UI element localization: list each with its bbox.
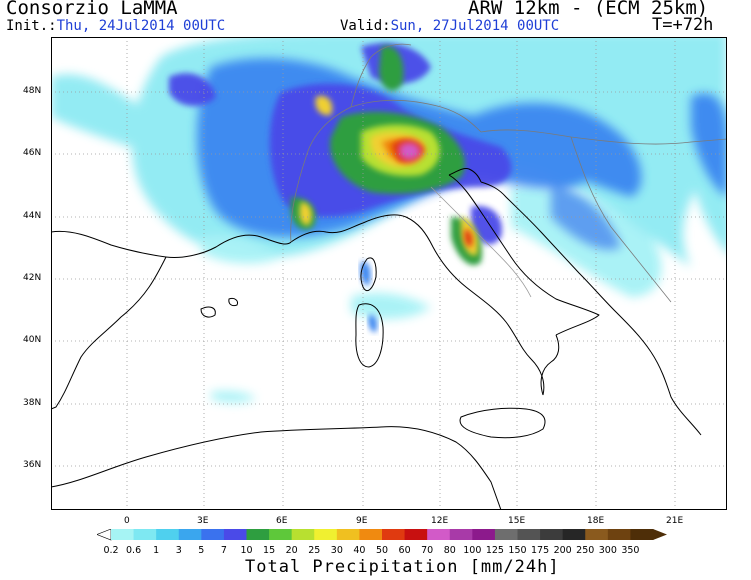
- init-value: Thu, 24Jul2014 00UTC: [56, 18, 226, 34]
- lon-label-12e: 12E: [431, 516, 449, 526]
- lon-label-15e: 15E: [508, 516, 526, 526]
- lat-label-38n: 38N: [23, 398, 42, 408]
- colorbar-level-label: 1: [153, 545, 159, 556]
- colorbar-level-label: 125: [486, 545, 504, 556]
- lat-lon-grid: [51, 37, 727, 510]
- colorbar-level-label: 80: [444, 545, 456, 556]
- colorbar-swatch: [201, 529, 225, 540]
- colorbar-level-label: 3: [176, 545, 182, 556]
- init-prefix: Init.:: [6, 18, 57, 34]
- colorbar-swatch: [585, 529, 609, 540]
- model-title: ARW 12km - (ECM 25km): [468, 0, 709, 19]
- colorbar-swatch: [562, 529, 586, 540]
- colorbar-level-label: 15: [263, 545, 275, 556]
- lat-label-42n: 42N: [23, 273, 42, 283]
- lat-label-44n: 44N: [23, 211, 42, 221]
- colorbar-swatch: [269, 529, 293, 540]
- colorbar-level-label: 175: [531, 545, 549, 556]
- lat-label-48n: 48N: [23, 86, 42, 96]
- colorbar-level-label: 25: [308, 545, 320, 556]
- colorbar-level-label: 20: [286, 545, 298, 556]
- colorbar-level-label: 150: [508, 545, 526, 556]
- colorbar-max-arrow: [653, 529, 667, 540]
- colorbar-title: Total Precipitation [mm/24h]: [245, 557, 560, 577]
- colorbar-swatch: [291, 529, 315, 540]
- colorbar-level-label: 40: [353, 545, 365, 556]
- colorbar-swatch: [517, 529, 541, 540]
- colorbar-swatch: [178, 529, 202, 540]
- colorbar-swatch: [404, 529, 428, 540]
- init-time: Init.:Thu, 24Jul2014 00UTC: [6, 18, 225, 34]
- colorbar-swatch: [494, 529, 518, 540]
- colorbar-swatch: [111, 529, 135, 540]
- colorbar-swatch: [630, 529, 654, 540]
- lon-label-0: 0: [124, 516, 130, 526]
- lon-label-18e: 18E: [587, 516, 605, 526]
- colorbar-level-label: 10: [240, 545, 252, 556]
- lon-label-9e: 9E: [356, 516, 368, 526]
- lon-label-3e: 3E: [197, 516, 209, 526]
- valid-value: Sun, 27Jul2014 00UTC: [390, 18, 560, 34]
- colorbar-swatch: [540, 529, 564, 540]
- colorbar-swatch: [246, 529, 270, 540]
- colorbar-swatch: [472, 529, 496, 540]
- colorbar-level-label: 30: [331, 545, 343, 556]
- colorbar-level-label: 50: [376, 545, 388, 556]
- colorbar-swatch: [359, 529, 383, 540]
- colorbar-level-label: 60: [399, 545, 411, 556]
- map-canvas: [51, 37, 727, 510]
- colorbar-level-label: 200: [554, 545, 572, 556]
- colorbar-level-label: 300: [599, 545, 617, 556]
- lat-label-40n: 40N: [23, 335, 42, 345]
- colorbar-level-label: 0.6: [126, 545, 141, 556]
- precipitation-map: 48N 46N 44N 42N 40N 38N 36N 0 3E 6E 9E 1…: [23, 37, 727, 526]
- colorbar-min-arrow: [97, 529, 112, 541]
- colorbar-level-label: 5: [198, 545, 204, 556]
- colorbar-swatch: [336, 529, 360, 540]
- colorbar-swatch: [449, 529, 473, 540]
- colorbar-swatch: [607, 529, 631, 540]
- valid-time: Valid:Sun, 27Jul2014 00UTC: [340, 18, 559, 34]
- valid-prefix: Valid:: [340, 18, 391, 34]
- map-frame: [51, 37, 727, 510]
- colorbar-level-label: 350: [621, 545, 639, 556]
- lon-label-21e: 21E: [666, 516, 684, 526]
- lon-label-6e: 6E: [276, 516, 288, 526]
- colorbar-level-label: 7: [221, 545, 227, 556]
- precipitation-colorbar: 0.2 0.6 1 3 5 7 10 15 20 25 30 40 50 60 70 80 100 125 150 1…: [97, 529, 667, 556]
- borders: [290, 43, 727, 303]
- colorbar-level-label: 70: [421, 545, 433, 556]
- colorbar-level-label: 0.2: [103, 545, 118, 556]
- colorbar-swatch: [223, 529, 247, 540]
- colorbar-swatch: [133, 529, 157, 540]
- coastlines: [51, 168, 702, 510]
- lat-label-46n: 46N: [23, 148, 42, 158]
- colorbar-level-label: 250: [576, 545, 594, 556]
- colorbar-swatch: [382, 529, 406, 540]
- colorbar-swatch: [427, 529, 451, 540]
- colorbar-swatch: [156, 529, 180, 540]
- lead-time: T=+72h: [652, 15, 714, 35]
- colorbar-level-label: 100: [463, 545, 481, 556]
- organization-title: Consorzio LaMMA: [6, 0, 178, 19]
- colorbar-swatch: [314, 529, 338, 540]
- lat-label-36n: 36N: [23, 460, 42, 470]
